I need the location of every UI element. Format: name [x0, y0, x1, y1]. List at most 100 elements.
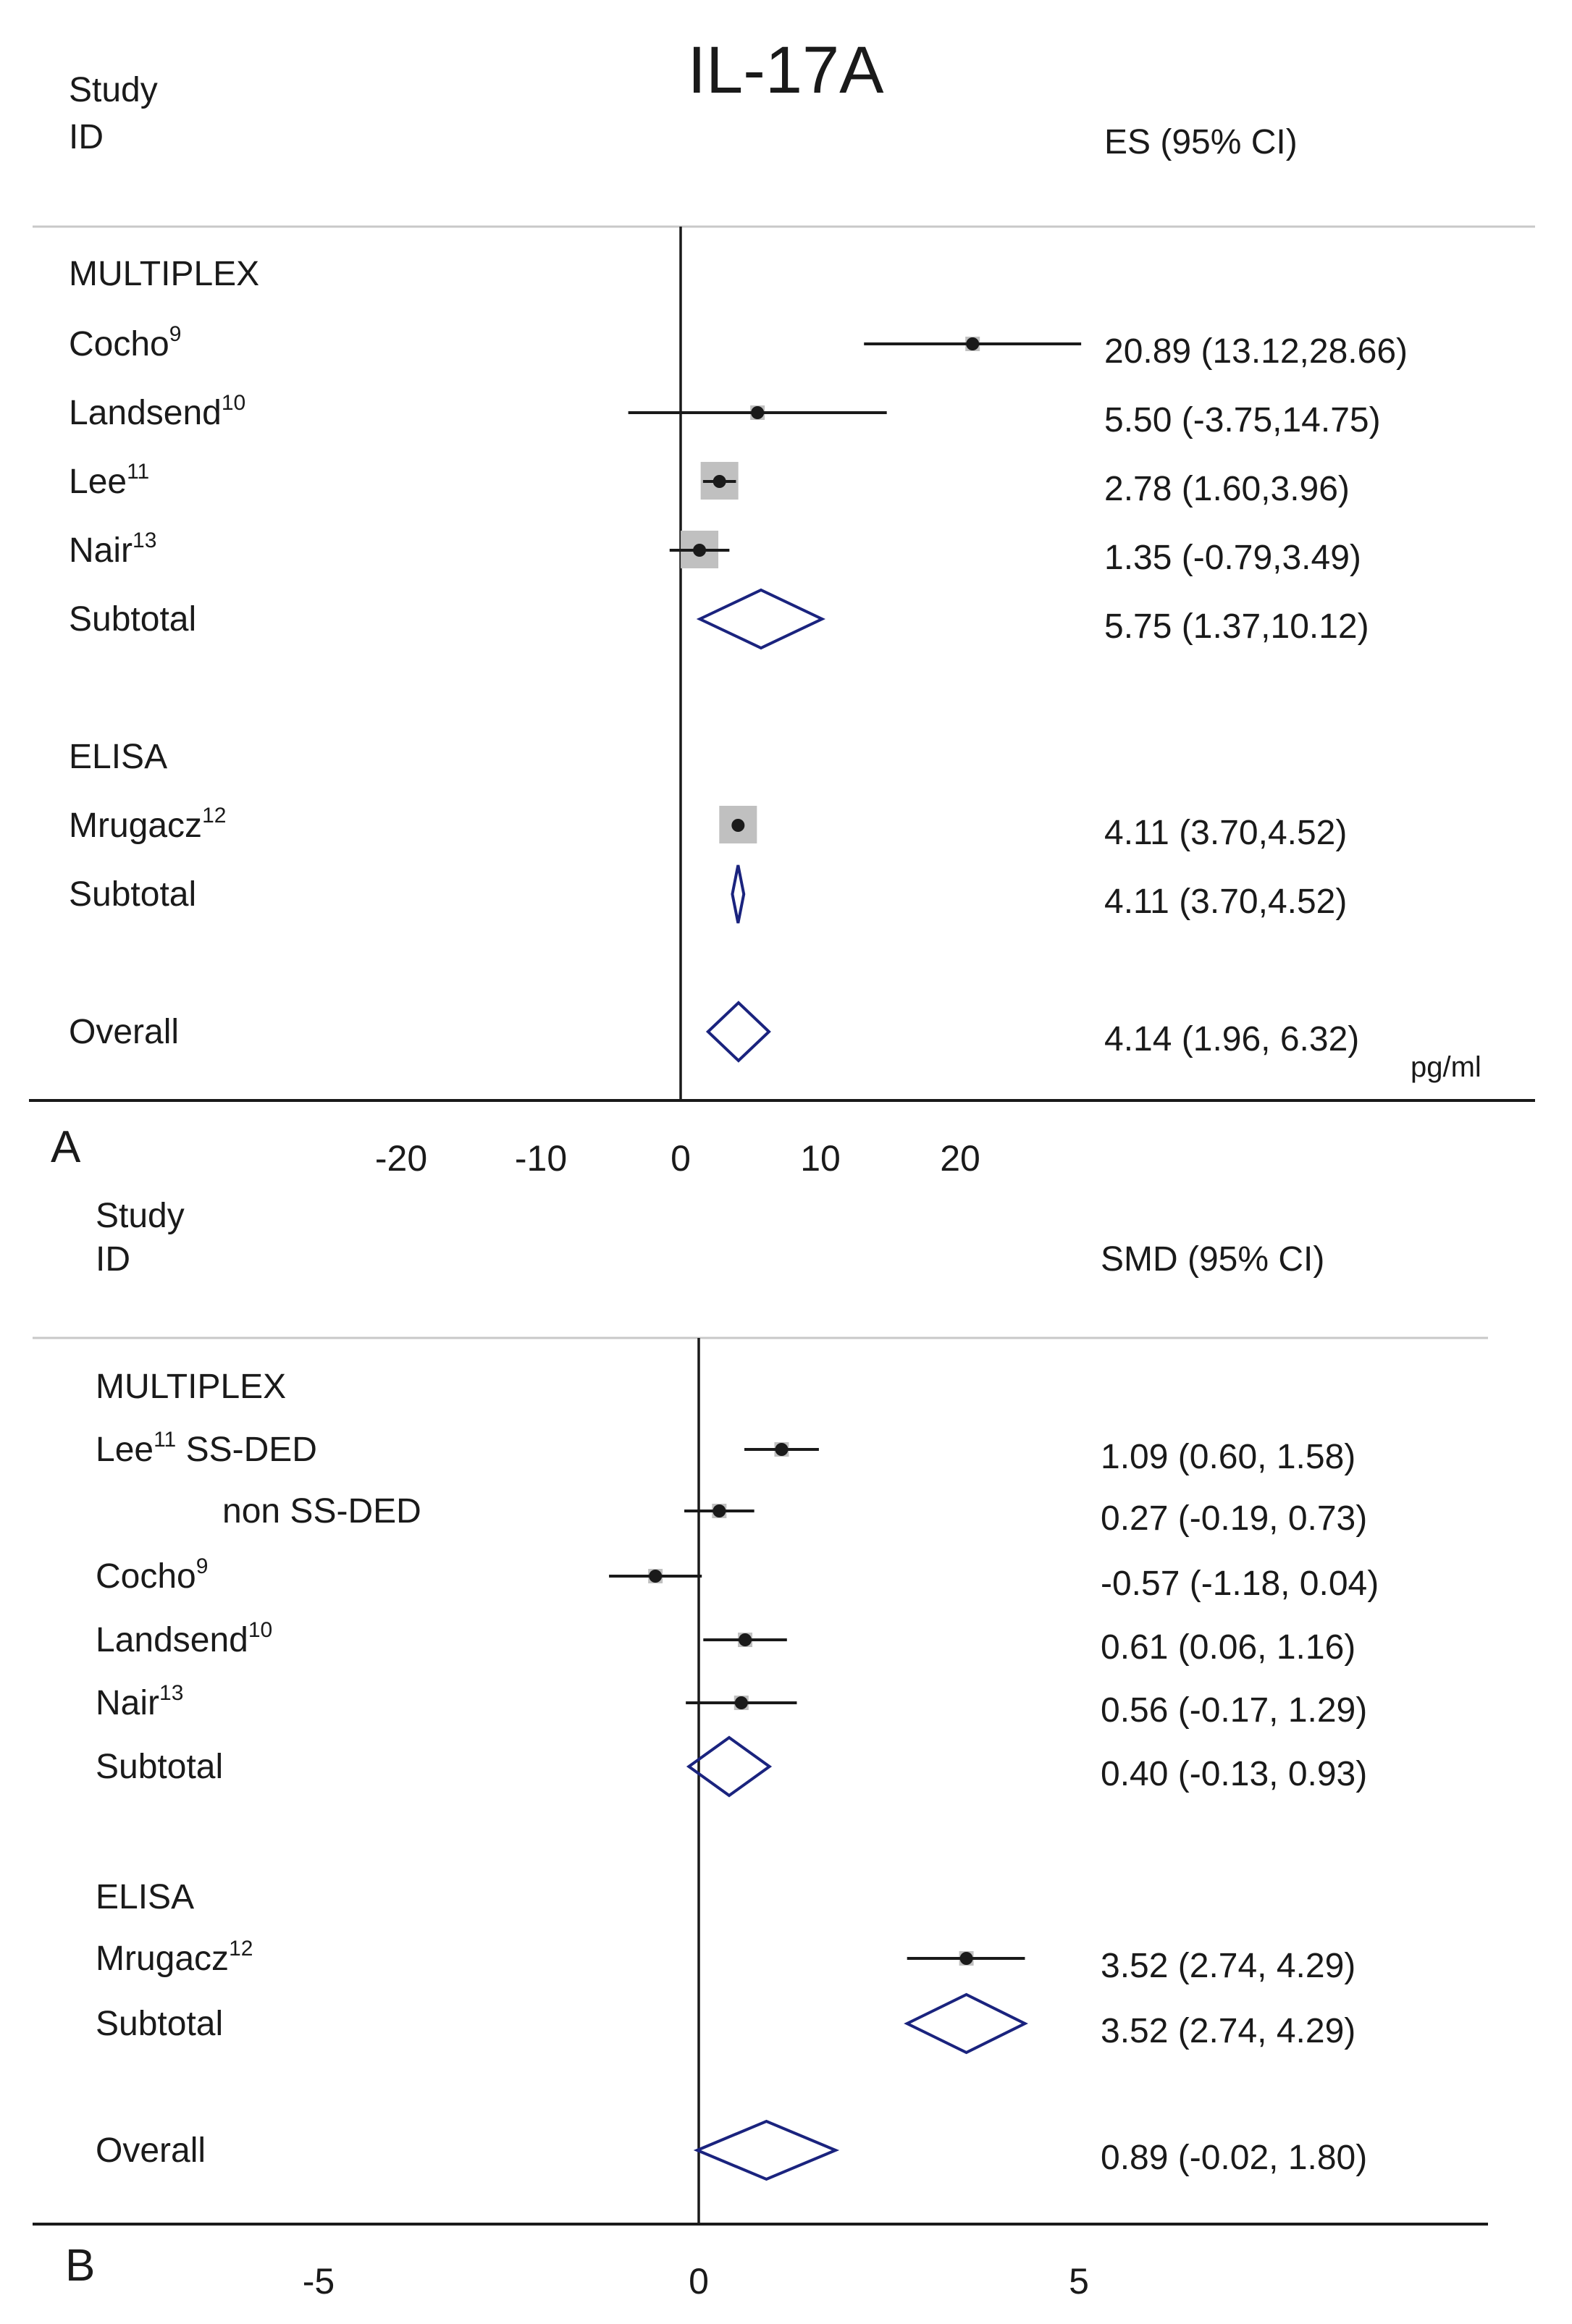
row-label-text: Overall — [69, 1013, 179, 1051]
row-label-suffix: SS-DED — [176, 1431, 317, 1469]
study-point-estimate — [734, 1696, 748, 1709]
reference-superscript: 10 — [222, 391, 245, 415]
panel-label: B — [65, 2241, 95, 2291]
row-label-text: Lee — [96, 1431, 154, 1469]
ci-value-text: 0.27 (-0.19, 0.73) — [1101, 1499, 1367, 1538]
header-id: ID — [69, 118, 104, 156]
row-label-text: Overall — [96, 2131, 206, 2170]
row-label-text: Landsend — [96, 1621, 248, 1659]
row-label-text: Nair — [69, 531, 133, 570]
ci-value-text: 4.11 (3.70,4.52) — [1104, 814, 1347, 852]
row-label-text: Subtotal — [96, 1748, 223, 1786]
x-tick-label: 0 — [671, 1138, 691, 1179]
overall-diamond — [693, 2119, 840, 2181]
x-tick-label: -20 — [375, 1138, 427, 1179]
subtotal-label: Subtotal — [69, 600, 196, 639]
study-label: Nair13 — [96, 1681, 183, 1722]
row-label-text: Subtotal — [69, 875, 196, 914]
x-tick-label: -10 — [515, 1138, 567, 1179]
group-label: ELISA — [96, 1878, 194, 1916]
row-label-text: Subtotal — [96, 2005, 223, 2043]
reference-superscript: 9 — [196, 1554, 209, 1578]
study-label: Landsend10 — [96, 1618, 272, 1659]
row-label-text: MULTIPLEX — [96, 1368, 286, 1406]
reference-superscript: 10 — [248, 1618, 272, 1642]
header-id: ID — [96, 1240, 130, 1279]
row-label-text: non SS-DED — [222, 1492, 421, 1531]
ci-value-text: 3.52 (2.74, 4.29) — [1101, 2012, 1355, 2050]
subtotal-diamond — [686, 1735, 773, 1798]
row-label-text: Cocho — [96, 1557, 196, 1596]
ci-value-text: 4.14 (1.96, 6.32) — [1104, 1020, 1359, 1058]
ci-value-text: 1.35 (-0.79,3.49) — [1104, 539, 1361, 577]
group-label: ELISA — [69, 738, 167, 776]
study-label: Cocho9 — [96, 1554, 208, 1596]
ci-value-text: 5.75 (1.37,10.12) — [1104, 607, 1369, 646]
ci-value-text: 1.09 (0.60, 1.58) — [1101, 1438, 1355, 1476]
study-point-estimate — [731, 819, 745, 832]
ci-value-text: 0.56 (-0.17, 1.29) — [1101, 1691, 1367, 1730]
study-point-estimate — [959, 1952, 973, 1965]
reference-superscript: 12 — [229, 1937, 253, 1961]
reference-superscript: 13 — [133, 529, 156, 552]
overall-label: Overall — [69, 1013, 179, 1051]
subtotal-label: Subtotal — [96, 2005, 223, 2043]
overall-diamond — [705, 1001, 771, 1063]
ci-value-text: -0.57 (-1.18, 0.04) — [1101, 1565, 1379, 1603]
chart-title: IL-17A — [687, 33, 884, 107]
row-label-text: Landsend — [69, 394, 222, 432]
subtotal-diamond — [904, 1992, 1028, 2055]
study-point-estimate — [739, 1633, 752, 1646]
row-label-text: ELISA — [69, 738, 167, 776]
x-tick-label: 20 — [940, 1138, 980, 1179]
header-study: Study — [96, 1197, 185, 1235]
header-effect: ES (95% CI) — [1104, 123, 1298, 161]
x-tick-label: 0 — [689, 2261, 709, 2302]
subtotal-label: Subtotal — [69, 875, 196, 914]
header-study: Study — [69, 71, 158, 109]
study-label: Landsend10 — [69, 391, 245, 432]
study-point-estimate — [713, 475, 726, 488]
study-label: Mrugacz12 — [69, 804, 226, 845]
study-point-estimate — [649, 1570, 663, 1583]
panel-label: A — [51, 1122, 81, 1172]
study-point-estimate — [966, 337, 980, 350]
subtotal-diamond — [696, 588, 825, 650]
study-label: Cocho9 — [69, 322, 181, 363]
ci-value-text: 5.50 (-3.75,14.75) — [1104, 401, 1381, 439]
reference-superscript: 12 — [202, 804, 226, 828]
x-tick-label: -5 — [303, 2261, 335, 2302]
subtotal-label: Subtotal — [96, 1748, 223, 1786]
group-label: MULTIPLEX — [96, 1368, 286, 1406]
ci-value-text: 4.11 (3.70,4.52) — [1104, 883, 1347, 921]
reference-superscript: 11 — [154, 1428, 176, 1452]
unit-label: pg/ml — [1411, 1051, 1481, 1083]
row-label-text: ELISA — [96, 1878, 194, 1916]
row-label-text: Subtotal — [69, 600, 196, 639]
study-label: non SS-DED — [222, 1492, 421, 1531]
ci-value-text: 0.40 (-0.13, 0.93) — [1101, 1755, 1367, 1793]
subtotal-diamond — [731, 864, 746, 924]
reference-superscript: 13 — [159, 1681, 183, 1705]
row-label-text: Mrugacz — [69, 807, 202, 845]
ci-value-text: 20.89 (13.12,28.66) — [1104, 332, 1408, 371]
row-label-text: Mrugacz — [96, 1940, 229, 1978]
study-label: Mrugacz12 — [96, 1937, 253, 1978]
study-point-estimate — [693, 544, 707, 557]
header-effect: SMD (95% CI) — [1101, 1240, 1324, 1279]
row-label-text: Lee — [69, 463, 127, 501]
study-point-estimate — [775, 1443, 789, 1456]
row-label-text: Nair — [96, 1684, 159, 1722]
row-label-text: MULTIPLEX — [69, 255, 259, 293]
reference-superscript: 9 — [169, 322, 182, 346]
group-label: MULTIPLEX — [69, 255, 259, 293]
study-label: Nair13 — [69, 529, 156, 570]
row-label-text: Cocho — [69, 325, 169, 363]
study-point-estimate — [713, 1504, 726, 1517]
reference-superscript: 11 — [127, 460, 149, 484]
ci-value-text: 0.61 (0.06, 1.16) — [1101, 1628, 1355, 1667]
overall-label: Overall — [96, 2131, 206, 2170]
study-label: Lee11 SS-DED — [96, 1428, 317, 1469]
ci-value-text: 2.78 (1.60,3.96) — [1104, 470, 1350, 508]
